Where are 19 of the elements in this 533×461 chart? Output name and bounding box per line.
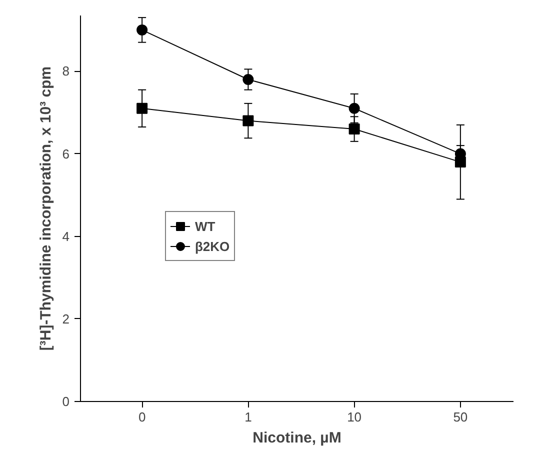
y-tick-label: 2 (62, 311, 70, 326)
y-tick-label: 8 (62, 64, 70, 79)
point (136, 102, 148, 114)
point (242, 115, 254, 126)
point (348, 102, 360, 114)
y-tick-label: 6 (62, 146, 70, 162)
legend-label: β2KO (195, 238, 230, 254)
point (348, 124, 360, 135)
x-tick-label: 1 (244, 410, 252, 424)
x-axis-title: Nicotine, µM (252, 430, 342, 446)
x-tick-label: 0 (138, 410, 146, 424)
point (136, 24, 148, 36)
legend-label: WT (195, 218, 216, 234)
y-tick-label: 4 (62, 228, 70, 244)
x-tick-label: 10 (347, 410, 362, 424)
point (242, 74, 254, 85)
y-axis-title: [³H]-Thymidine incorporation, x 10³ cpm (37, 66, 54, 351)
x-tick-label: 50 (453, 410, 468, 424)
y-tick-label: 0 (62, 394, 70, 409)
